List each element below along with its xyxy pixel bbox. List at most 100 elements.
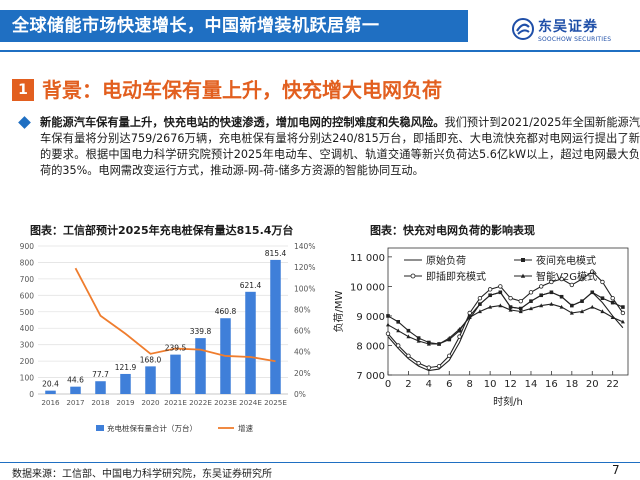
series-point bbox=[610, 315, 615, 320]
x-tick-label: 16 bbox=[545, 379, 558, 390]
bar bbox=[195, 338, 206, 394]
bar bbox=[45, 390, 56, 394]
series-point bbox=[580, 299, 584, 303]
y-tick-label: 800 bbox=[20, 258, 35, 267]
legend-label: 原始负荷 bbox=[426, 254, 466, 267]
series-point bbox=[570, 303, 574, 308]
page-number: 7 bbox=[612, 463, 620, 477]
series-point bbox=[457, 334, 462, 339]
series-point bbox=[590, 290, 595, 295]
series-point bbox=[528, 306, 533, 311]
series-point bbox=[385, 331, 391, 336]
y-tick-label: 7 000 bbox=[356, 371, 385, 382]
x-axis-label: 时刻/h bbox=[493, 395, 523, 408]
series-point bbox=[539, 303, 544, 308]
y-tick-label: 0 bbox=[29, 390, 34, 399]
bar bbox=[120, 373, 131, 394]
x-tick-label: 8 bbox=[467, 379, 473, 390]
left-chart-title: 图表：工信部预计2025年充电桩保有量达815.4万台 bbox=[30, 224, 294, 237]
series-point bbox=[416, 338, 421, 343]
y-tick-label: 300 bbox=[20, 341, 35, 350]
series-point bbox=[457, 327, 462, 331]
x-tick-label: 0 bbox=[385, 379, 391, 390]
bar-value-label: 815.4 bbox=[265, 249, 287, 258]
logo-icon bbox=[512, 18, 534, 40]
brand-logo: 东吴证券 SOOCHOW SECURITIES bbox=[512, 14, 632, 48]
x-tick-label: 14 bbox=[525, 379, 538, 390]
y-tick-label: 600 bbox=[20, 291, 35, 300]
y2-tick-label: 120% bbox=[294, 263, 315, 272]
bar-value-label: 460.8 bbox=[215, 307, 237, 316]
series-point bbox=[518, 309, 523, 314]
legend-label: 智能V2G模式 bbox=[536, 270, 597, 283]
legend-swatch-bar bbox=[96, 425, 104, 431]
series-line bbox=[387, 270, 624, 369]
y-tick-label: 500 bbox=[20, 308, 35, 317]
series-line bbox=[387, 303, 624, 345]
right-chart-title: 图表：快充对电网负荷的影响表现 bbox=[370, 224, 535, 237]
y2-tick-label: 140% bbox=[294, 242, 315, 251]
legend-marker bbox=[521, 258, 525, 262]
series-point bbox=[549, 279, 554, 285]
x-tick-label: 2020 bbox=[141, 398, 160, 407]
series-point bbox=[518, 306, 523, 311]
series-point bbox=[539, 293, 543, 298]
series-point bbox=[600, 309, 605, 314]
section-title: 背景：电动车保有量上升，快充增大电网负荷 bbox=[42, 78, 442, 102]
x-tick-label: 12 bbox=[504, 379, 517, 390]
series-point bbox=[488, 304, 493, 309]
series-point bbox=[416, 336, 421, 340]
series-point bbox=[580, 309, 585, 314]
series-point bbox=[498, 303, 503, 308]
y-tick-label: 100 bbox=[20, 374, 35, 383]
series-point bbox=[396, 320, 401, 324]
bar-value-label: 239.5 bbox=[165, 344, 187, 353]
legend-marker bbox=[410, 273, 416, 279]
diamond-bullet-icon bbox=[18, 116, 31, 129]
series-point bbox=[488, 293, 492, 298]
series-point bbox=[416, 360, 421, 366]
y2-tick-label: 80% bbox=[294, 305, 311, 314]
page-title: 全球储能市场快速增长，中国新增装机跃居第一 bbox=[0, 10, 468, 42]
y-tick-label: 11 000 bbox=[350, 253, 385, 264]
series-point bbox=[447, 335, 452, 340]
y-axis-label: 负荷/MW bbox=[332, 290, 345, 332]
bar bbox=[270, 259, 281, 394]
series-point bbox=[437, 341, 442, 346]
series-point bbox=[538, 284, 544, 289]
x-tick-label: 4 bbox=[426, 379, 432, 390]
series-point bbox=[559, 294, 564, 299]
series-point bbox=[610, 300, 615, 305]
bar-value-label: 44.6 bbox=[67, 376, 84, 385]
x-tick-label: 2022E bbox=[189, 398, 212, 407]
series-point bbox=[508, 307, 513, 312]
bullet-body-text: 我们预计到2021/2025年全国新能源汽车保有量将分别达759/2676万辆，… bbox=[40, 116, 640, 177]
series-point bbox=[559, 276, 564, 282]
bar-value-label: 77.7 bbox=[92, 370, 109, 379]
data-source: 数据来源：工信部、中国电力科学研究院，东吴证券研究所 bbox=[12, 469, 272, 480]
series-point bbox=[386, 322, 390, 327]
x-tick-label: 2023E bbox=[214, 398, 237, 407]
series-point bbox=[426, 365, 432, 370]
y-tick-label: 10 000 bbox=[350, 282, 385, 293]
bar-value-label: 621.4 bbox=[240, 281, 262, 290]
series-point bbox=[396, 343, 401, 348]
series-point bbox=[569, 282, 575, 288]
series-point bbox=[610, 296, 615, 301]
series-point bbox=[508, 305, 513, 309]
legend-marker bbox=[520, 273, 526, 278]
y2-tick-label: 0% bbox=[294, 390, 306, 399]
series-point bbox=[396, 328, 401, 333]
series-point bbox=[559, 304, 564, 309]
footer-divider bbox=[0, 462, 640, 463]
x-tick-label: 2019 bbox=[116, 398, 135, 407]
series-point bbox=[406, 353, 411, 359]
series-point bbox=[600, 296, 605, 301]
y-tick-label: 8 000 bbox=[356, 341, 385, 352]
series-point bbox=[529, 299, 533, 303]
bar bbox=[245, 291, 256, 394]
x-tick-label: 18 bbox=[565, 379, 578, 390]
series-point bbox=[590, 269, 595, 274]
series-point bbox=[436, 363, 442, 369]
series-point bbox=[569, 310, 574, 315]
